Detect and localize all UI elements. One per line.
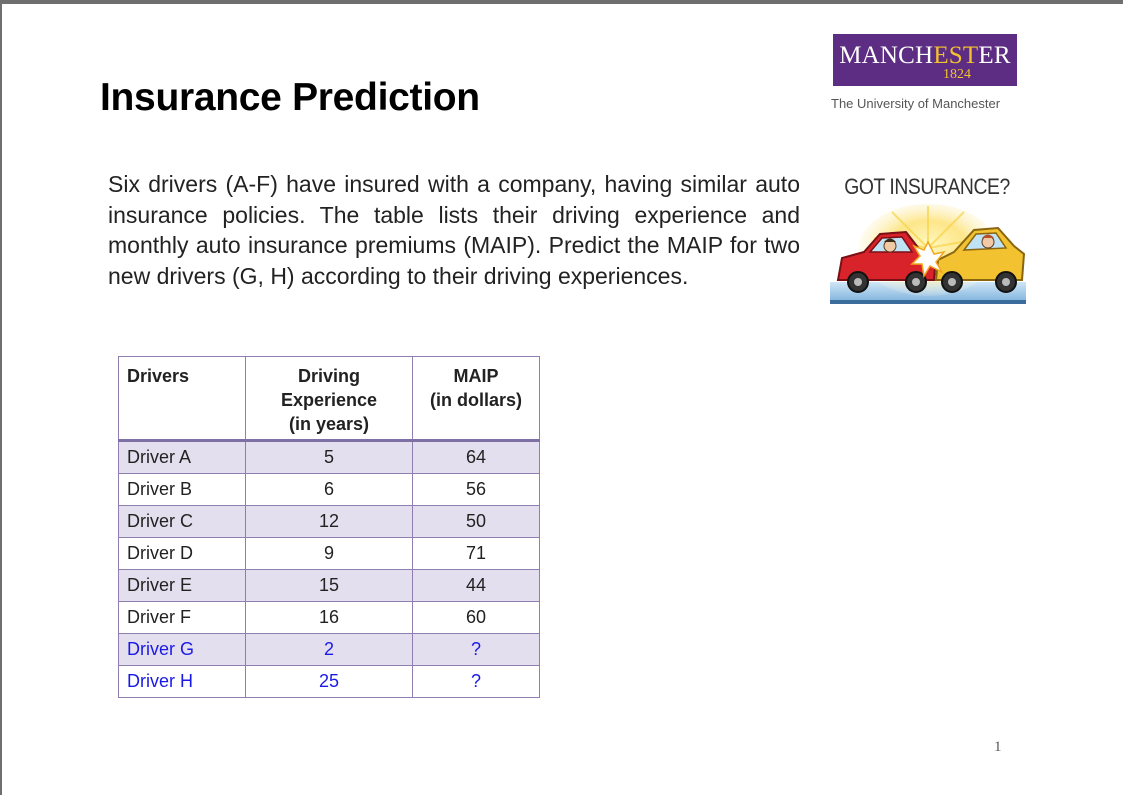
logo-name-part2: ER: [978, 42, 1011, 69]
table-row: Driver D 9 71: [118, 537, 540, 570]
header-maip: MAIP (in dollars): [412, 356, 540, 441]
driver-cell: Driver B: [118, 473, 246, 506]
intro-paragraph: Six drivers (A-F) have insured with a co…: [108, 171, 800, 289]
table-row-prediction: Driver G 2 ?: [118, 633, 540, 666]
maip-cell: 71: [412, 537, 540, 570]
maip-cell: 44: [412, 569, 540, 602]
table-row: Driver A 5 64: [118, 440, 540, 474]
header-maip-line1: MAIP: [453, 366, 499, 386]
insurance-illustration: GOT INSURANCE?: [824, 172, 1030, 312]
logo-wordmark: MANCHESTER: [833, 43, 1017, 68]
experience-cell: 2: [245, 633, 413, 666]
header-experience: Driving Experience (in years): [245, 356, 413, 441]
experience-cell: 12: [245, 505, 413, 538]
experience-cell: 9: [245, 537, 413, 570]
logo-name-part1: MANCH: [839, 42, 934, 69]
experience-cell: 15: [245, 569, 413, 602]
driver-cell: Driver G: [118, 633, 246, 666]
header-maip-line2: (in dollars): [429, 390, 522, 410]
driver-cell: Driver E: [118, 569, 246, 602]
driver-cell: Driver H: [118, 665, 246, 698]
table-row: Driver F 16 60: [118, 601, 540, 634]
illustration-caption: GOT INSURANCE?: [844, 174, 1010, 199]
university-logo: MANCHESTER 1824 The University of Manche…: [831, 34, 1021, 111]
logo-year: 1824: [943, 67, 971, 82]
page-number: 1: [994, 739, 1002, 755]
header-experience-line2: Experience: [280, 390, 378, 410]
table-row: Driver C 12 50: [118, 505, 540, 538]
header-drivers: Drivers: [118, 356, 246, 441]
experience-cell: 16: [245, 601, 413, 634]
table-row-prediction: Driver H 25 ?: [118, 665, 540, 698]
maip-cell: 60: [412, 601, 540, 634]
logo-name-accent: EST: [933, 42, 979, 69]
logo-box: MANCHESTER 1824: [833, 34, 1017, 86]
car-crash-icon: [830, 204, 1026, 304]
header-experience-line1: Driving: [297, 366, 360, 386]
maip-cell: 50: [412, 505, 540, 538]
maip-cell: ?: [412, 633, 540, 666]
experience-cell: 6: [245, 473, 413, 506]
insurance-table: Drivers Driving Experience (in years) MA…: [118, 356, 540, 698]
maip-cell: 64: [412, 440, 540, 474]
table-row: Driver E 15 44: [118, 569, 540, 602]
maip-cell: 56: [412, 473, 540, 506]
page-title: Insurance Prediction: [100, 76, 480, 119]
driver-cell: Driver F: [118, 601, 246, 634]
driver-cell: Driver D: [118, 537, 246, 570]
logo-subtitle: The University of Manchester: [831, 96, 1001, 111]
table-header-row: Drivers Driving Experience (in years) MA…: [118, 356, 540, 441]
experience-cell: 25: [245, 665, 413, 698]
experience-cell: 5: [245, 440, 413, 474]
table-row: Driver B 6 56: [118, 473, 540, 506]
slide-page: Insurance Prediction MANCHESTER 1824 The…: [2, 4, 1123, 795]
driver-cell: Driver A: [118, 440, 246, 474]
header-experience-line3: (in years): [288, 414, 370, 434]
maip-cell: ?: [412, 665, 540, 698]
driver-cell: Driver C: [118, 505, 246, 538]
